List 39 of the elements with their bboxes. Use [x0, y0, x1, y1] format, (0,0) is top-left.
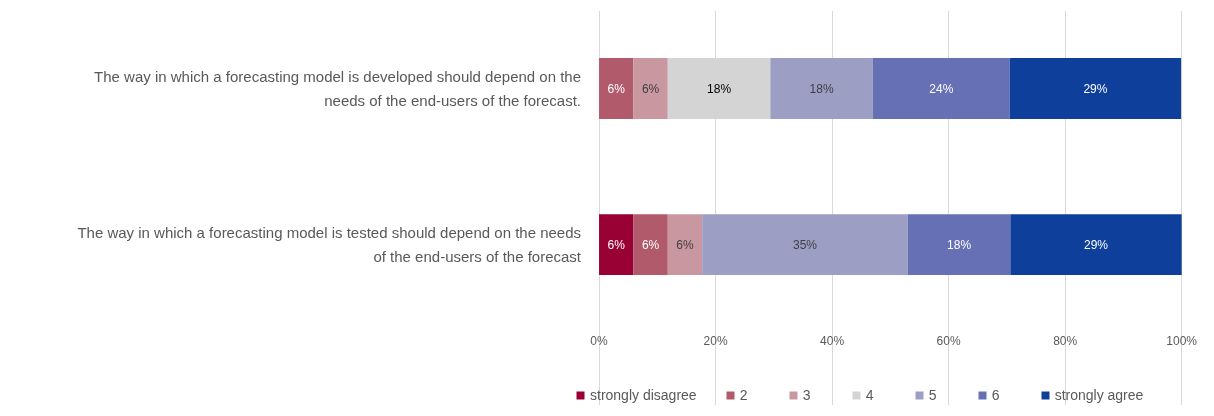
y-tick-label: The way in which a forecasting model is tested should depend on the needs of the end-users of the forecast: [77, 224, 582, 265]
data-label: 6%: [641, 81, 660, 96]
bar: [1009, 58, 1182, 119]
bar: [633, 214, 668, 275]
x-tick-label: 20%: [703, 333, 728, 348]
data-label: 24%: [929, 81, 954, 96]
bar: [702, 214, 908, 275]
x-tick-label: 60%: [936, 333, 961, 348]
bar: [633, 58, 668, 119]
x-tick-label: 80%: [1053, 333, 1078, 348]
data-label: 6%: [676, 237, 694, 252]
legend-label: 2: [739, 387, 749, 403]
data-label: 6%: [607, 237, 626, 252]
legend-label: 4: [865, 387, 875, 403]
bar: [667, 214, 703, 275]
y-tick-label: The way in which a forecasting model is developed should depend on the needs of the end-users of the forecast.: [94, 68, 582, 109]
data-label: 6%: [641, 237, 660, 252]
data-label: 6%: [607, 81, 626, 96]
legend-label: 6: [991, 387, 1001, 403]
x-tick-label: 40%: [820, 333, 845, 348]
data-label: 29%: [1083, 81, 1108, 96]
data-label: 18%: [947, 237, 972, 252]
bar: [907, 214, 1011, 275]
data-label: 29%: [1084, 237, 1109, 252]
data-label: 18%: [809, 81, 834, 96]
bar: [1010, 214, 1182, 275]
data-label: 18%: [707, 81, 732, 96]
legend-label: strongly disagree: [590, 387, 697, 403]
bar: [770, 58, 873, 119]
bar: [872, 58, 1010, 119]
x-tick-label: 0%: [590, 333, 609, 348]
bar: [599, 214, 634, 275]
data-label: 35%: [792, 237, 818, 252]
legend-label: 3: [802, 387, 812, 403]
legend-label: strongly agree: [1054, 387, 1144, 403]
x-tick-label: 100%: [1166, 333, 1198, 348]
bar: [667, 58, 771, 119]
legend-label: 5: [928, 387, 938, 403]
bar: [599, 58, 634, 119]
